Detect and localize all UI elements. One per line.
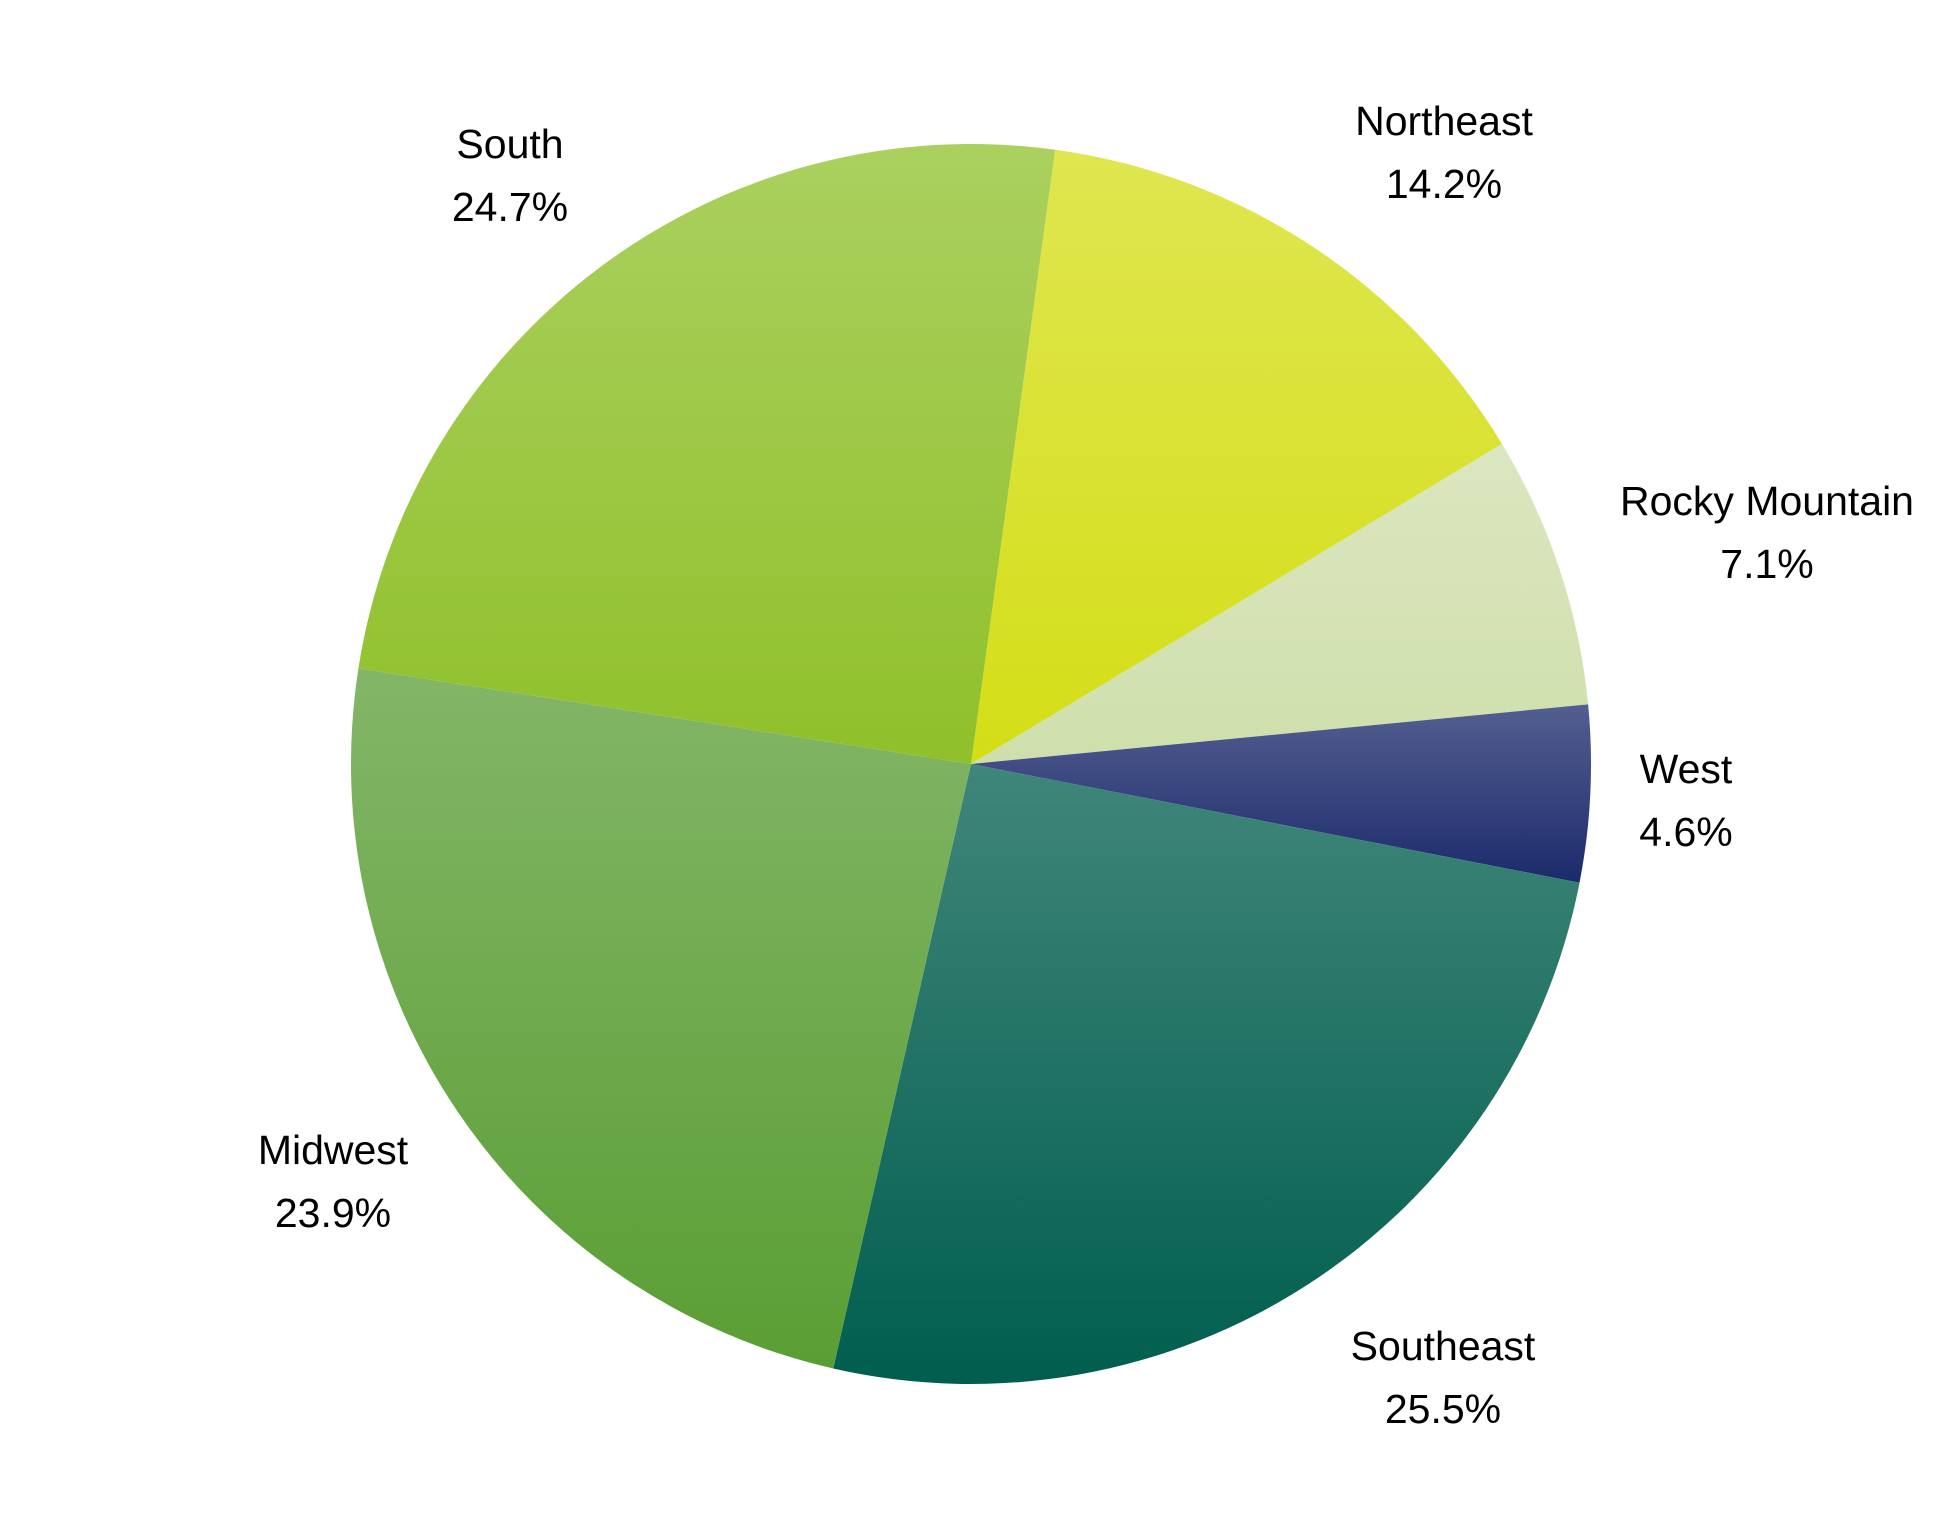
slice-value-label: 23.9% (275, 1190, 391, 1236)
slice-label: South (456, 121, 563, 167)
slice-value-label: 14.2% (1386, 161, 1502, 207)
pie-slice (358, 144, 1056, 765)
slice-label: Rocky Mountain (1620, 478, 1914, 524)
slice-label: West (1640, 746, 1733, 792)
pie-slice (833, 764, 1580, 1384)
slice-label: Northeast (1355, 98, 1533, 144)
pie-slice (350, 668, 972, 1369)
slice-value-label: 25.5% (1385, 1386, 1501, 1432)
slice-value-label: 4.6% (1639, 809, 1732, 855)
pie-slice (971, 149, 1502, 765)
slice-value-label: 7.1% (1720, 541, 1813, 587)
slice-label: Midwest (258, 1127, 409, 1173)
pie-slice (971, 704, 1591, 883)
slice-label: Southeast (1351, 1323, 1536, 1369)
slice-value-label: 24.7% (452, 184, 568, 230)
pie-slice (971, 443, 1589, 764)
